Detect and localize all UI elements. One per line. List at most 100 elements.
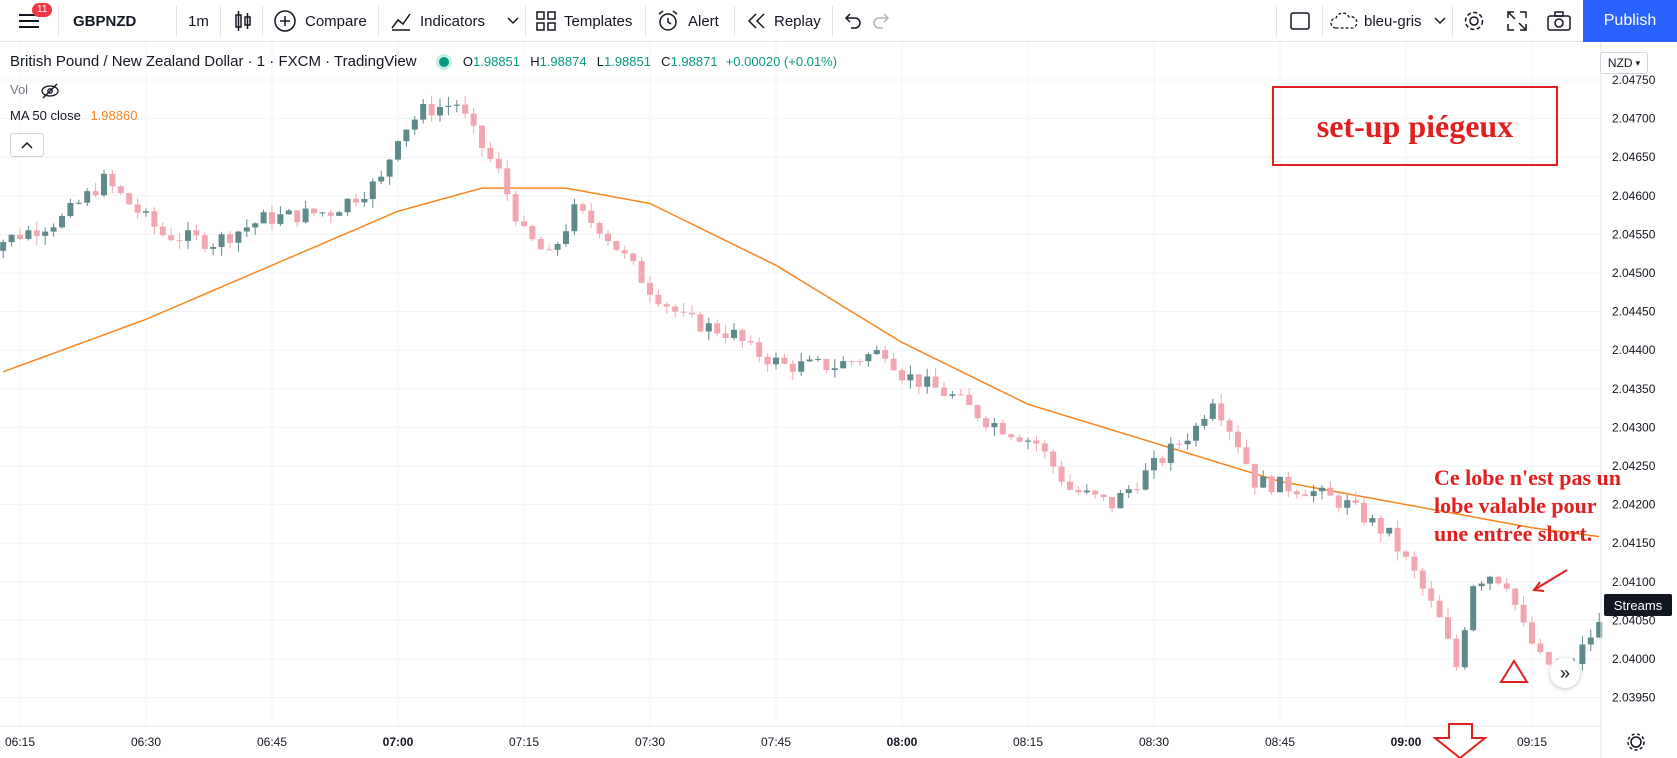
- fullscreen-toggle-button[interactable]: [1289, 0, 1311, 42]
- market-status-dot: [438, 57, 449, 68]
- candle-body: [134, 204, 141, 213]
- price-chart[interactable]: 2.04750 2.04700 2.04650 2.04600 2.04550 2.045…: [0, 42, 1677, 758]
- collapse-legend-button[interactable]: [10, 133, 44, 157]
- templates-label: Templates: [564, 12, 633, 30]
- low-value: 1.98851: [603, 54, 651, 69]
- candle-body: [1008, 434, 1015, 438]
- candle-body: [462, 104, 469, 114]
- price-tick: 2.04700: [1612, 112, 1656, 126]
- chart-type-button[interactable]: [232, 0, 254, 42]
- candle-body: [1579, 644, 1586, 665]
- candle-body: [1083, 490, 1090, 493]
- price-tick: 2.04400: [1612, 343, 1656, 357]
- candle-body: [689, 312, 695, 315]
- candle-body: [705, 323, 712, 332]
- candle-body: [647, 282, 653, 295]
- candle-body: [378, 176, 385, 182]
- eye-off-icon[interactable]: [40, 83, 60, 99]
- candle-body: [588, 210, 595, 223]
- candle-body: [1293, 491, 1300, 495]
- candle-body: [579, 204, 586, 211]
- ma-legend[interactable]: MA 50 close 1.98860: [10, 108, 137, 123]
- settings-button[interactable]: [1463, 0, 1485, 42]
- candle-body: [0, 242, 7, 251]
- redo-button[interactable]: [872, 0, 892, 42]
- alert-button[interactable]: Alert: [656, 0, 719, 42]
- compare-label: Compare: [305, 12, 367, 30]
- close-label: C: [661, 54, 671, 69]
- candle-body: [176, 240, 183, 242]
- candle-body: [1369, 518, 1376, 523]
- candle-body: [319, 212, 326, 214]
- candle-body: [420, 103, 427, 120]
- candle-body: [1117, 493, 1124, 509]
- chevron-up-icon: [21, 141, 33, 149]
- candle-body: [218, 234, 225, 247]
- candle-body: [554, 244, 561, 250]
- time-tick: 07:30: [635, 735, 665, 749]
- hamburger-icon: [19, 14, 39, 28]
- symbol-title[interactable]: British Pound / New Zealand Dollar · 1 ·…: [10, 53, 417, 70]
- publish-button[interactable]: Publish: [1583, 0, 1677, 42]
- price-tick: 2.04300: [1612, 420, 1656, 434]
- candle-body: [1218, 403, 1225, 421]
- candle-body: [1587, 637, 1594, 645]
- compare-button[interactable]: Compare: [273, 0, 367, 42]
- candle-body: [983, 418, 989, 428]
- candle-body: [1243, 447, 1250, 464]
- candle-body: [1235, 431, 1241, 448]
- camera-icon: [1547, 11, 1571, 31]
- candle-body: [731, 329, 737, 338]
- streams-label[interactable]: Streams: [1604, 594, 1672, 616]
- price-tick: 2.04250: [1612, 459, 1656, 473]
- candle-body: [1176, 443, 1183, 445]
- candle-body: [1167, 443, 1174, 463]
- candle-body: [1142, 470, 1149, 490]
- symbol-search[interactable]: GBPNZD: [73, 12, 137, 30]
- candle-body: [1268, 476, 1275, 493]
- candle-body: [680, 311, 687, 313]
- scroll-to-realtime-button[interactable]: »: [1550, 658, 1580, 688]
- candle-body: [403, 129, 410, 142]
- menu-button[interactable]: [18, 0, 44, 42]
- candle-body: [92, 191, 99, 196]
- candle-body: [25, 230, 32, 239]
- candle-body: [1344, 500, 1351, 508]
- candle-body: [227, 234, 233, 243]
- candle-body: [201, 235, 208, 249]
- interval-button[interactable]: 1m: [188, 12, 209, 30]
- candle-body: [840, 361, 847, 369]
- price-tick: 2.04150: [1612, 536, 1656, 550]
- time-tick: 06:15: [5, 735, 35, 749]
- price-tick: 2.04000: [1612, 652, 1656, 666]
- arrowhead-icon: [1532, 581, 1545, 592]
- fullscreen-button[interactable]: [1507, 0, 1527, 42]
- replay-button[interactable]: Replay: [746, 0, 821, 42]
- candle-body: [1352, 500, 1359, 503]
- currency-selector[interactable]: NZD ▾: [1600, 52, 1648, 74]
- candle-body: [1109, 497, 1115, 509]
- candle-body: [974, 405, 981, 419]
- volume-legend[interactable]: Vol: [10, 82, 60, 99]
- redo-icon: [873, 13, 890, 29]
- layout-button[interactable]: bleu-gris: [1329, 0, 1446, 42]
- candle-body: [831, 368, 838, 370]
- snapshot-button[interactable]: [1547, 0, 1571, 42]
- candle-body: [882, 350, 889, 359]
- undo-button[interactable]: [842, 0, 862, 42]
- templates-button[interactable]: Templates: [536, 0, 632, 42]
- indicators-button[interactable]: Indicators: [390, 0, 519, 42]
- candle-body: [59, 216, 65, 228]
- candle-body: [899, 370, 905, 381]
- candle-body: [512, 194, 519, 222]
- ma-label: MA 50 close: [10, 108, 81, 123]
- candle-body: [563, 231, 569, 245]
- candle-body: [495, 158, 502, 169]
- candle-body: [621, 250, 628, 254]
- candle-body: [159, 226, 166, 236]
- indicators-icon: [391, 13, 411, 31]
- candle-body: [126, 193, 133, 205]
- candle-body: [1377, 518, 1384, 534]
- grid-icon: [536, 11, 556, 31]
- alarm-clock-icon: [658, 10, 678, 31]
